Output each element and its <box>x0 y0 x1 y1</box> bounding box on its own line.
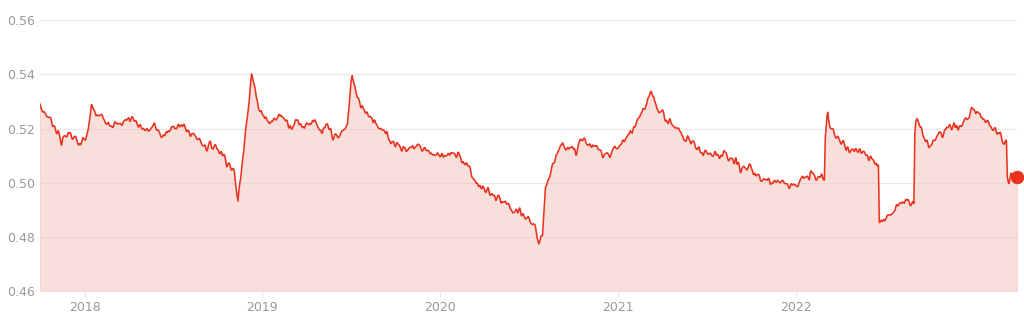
Point <box>1009 174 1024 179</box>
